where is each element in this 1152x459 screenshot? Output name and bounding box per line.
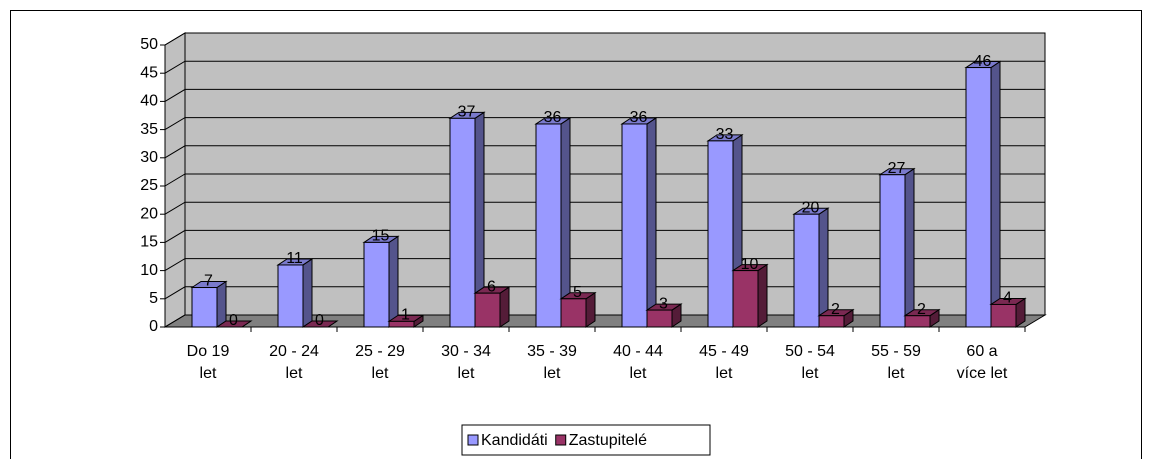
- x-tick-label: Do 19 let: [186, 343, 230, 382]
- data-label: 15: [372, 228, 390, 245]
- y-tick-label: 30: [140, 149, 158, 166]
- grid-line: [164, 32, 1045, 46]
- y-tick-label: 50: [140, 36, 158, 53]
- data-label: 33: [716, 126, 734, 143]
- bar-side: [216, 280, 227, 328]
- data-label: 11: [286, 250, 303, 267]
- bar-side: [499, 286, 510, 328]
- x-tick-label: 50 - 54 let: [785, 343, 835, 382]
- data-label: 46: [974, 53, 992, 70]
- bar: [277, 264, 304, 328]
- data-label: 2: [831, 301, 840, 318]
- y-tick-label: 10: [140, 262, 158, 279]
- grid-line: [164, 60, 1045, 74]
- bar: [818, 315, 845, 328]
- bar-side: [818, 207, 829, 328]
- y-tick-label: 15: [140, 234, 158, 251]
- grid-line: [164, 258, 1045, 272]
- bar-side: [990, 60, 1001, 328]
- bar: [474, 292, 501, 328]
- grid-line: [164, 117, 1045, 131]
- y-tick-label: 25: [140, 177, 158, 194]
- bar-side: [904, 167, 915, 328]
- x-tick-label: 60 a více let: [956, 343, 1008, 382]
- grid-line: [164, 145, 1045, 159]
- data-label: 37: [458, 104, 476, 121]
- x-tick-label: 40 - 44 let: [613, 343, 663, 382]
- bar: [388, 320, 415, 328]
- bar: [646, 309, 673, 328]
- bar: [449, 117, 476, 328]
- data-label: 7: [204, 273, 213, 290]
- bar-side: [757, 263, 768, 328]
- data-label: 36: [630, 109, 648, 126]
- legend-swatch: [467, 434, 479, 446]
- y-tick-label: 0: [149, 318, 158, 335]
- data-label: 0: [229, 312, 238, 329]
- x-tick-label: 35 - 39 let: [527, 343, 577, 382]
- x-tick-label: 25 - 29 let: [355, 343, 405, 382]
- legend-box: [461, 424, 711, 456]
- bar: [965, 67, 992, 328]
- x-tick-label: 30 - 34 let: [441, 343, 491, 382]
- bar: [732, 270, 759, 328]
- y-tick-label: 35: [140, 121, 158, 138]
- y-tick-label: 45: [140, 64, 158, 81]
- legend-swatch: [555, 434, 567, 446]
- frame: [10, 10, 1142, 459]
- bar-side: [388, 235, 399, 328]
- data-label: 4: [1003, 290, 1012, 307]
- grid-line: [164, 88, 1045, 102]
- data-label: 36: [544, 109, 562, 126]
- grid-line: [164, 173, 1045, 187]
- data-label: 2: [917, 301, 926, 318]
- bar-side: [646, 117, 657, 328]
- y-tick-label: 5: [149, 290, 158, 307]
- data-label: 5: [573, 284, 582, 301]
- legend-label: Zastupitelé: [569, 432, 647, 449]
- bar: [879, 174, 906, 328]
- bar: [363, 241, 390, 328]
- bar: [621, 123, 648, 328]
- x-tick-label: 45 - 49 let: [699, 343, 749, 382]
- x-tick-label: 20 - 24 let: [269, 343, 319, 382]
- bar: [904, 315, 931, 328]
- y-tick-label: 20: [140, 205, 158, 222]
- data-label: 10: [741, 256, 759, 273]
- data-label: 3: [659, 295, 668, 312]
- bar: [560, 298, 587, 328]
- legend-label: Kandidáti: [481, 432, 548, 449]
- bar: [191, 287, 218, 328]
- grid-line: [164, 201, 1045, 215]
- bar: [707, 140, 734, 328]
- data-label: 1: [401, 307, 410, 324]
- bar: [535, 123, 562, 328]
- bar-side: [302, 258, 313, 328]
- data-label: 6: [487, 278, 496, 295]
- data-label: 27: [888, 160, 906, 177]
- data-label: 20: [802, 199, 820, 216]
- y-tick-label: 40: [140, 93, 158, 110]
- bar: [793, 213, 820, 328]
- grid-line: [164, 229, 1045, 243]
- data-label: 0: [315, 312, 324, 329]
- bar: [990, 303, 1017, 328]
- x-tick-label: 55 - 59 let: [871, 343, 921, 382]
